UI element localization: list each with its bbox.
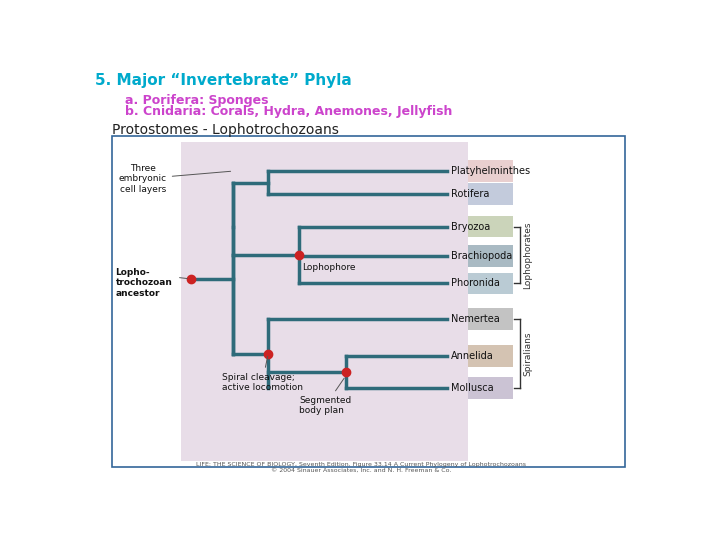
Text: b. Cnidaria: Corals, Hydra, Anemones, Jellyfish: b. Cnidaria: Corals, Hydra, Anemones, Je… [125,105,452,118]
Text: LIFE: THE SCIENCE OF BIOLOGY, Seventh Edition. Figure 33.14 A Current Phylogeny : LIFE: THE SCIENCE OF BIOLOGY, Seventh Ed… [197,462,526,473]
Text: Bryozoa: Bryozoa [451,221,490,232]
Bar [468,345,513,367]
Text: Annelida: Annelida [451,351,494,361]
Bar [468,273,513,294]
Text: Brachiopoda: Brachiopoda [451,251,513,261]
Text: Spiralians: Spiralians [523,332,532,376]
Bar [468,160,513,182]
Text: Lophophore: Lophophore [302,262,356,272]
Text: Lopho-
trochozoan
ancestor: Lopho- trochozoan ancestor [116,268,173,298]
Text: Mollusca: Mollusca [451,383,494,393]
Text: Phoronida: Phoronida [451,279,500,288]
Bar [468,184,513,205]
Text: Lophophorates: Lophophorates [523,221,532,289]
Text: Platyhelminthes: Platyhelminthes [451,166,530,176]
Bar [468,377,513,399]
Text: Protostomes - Lophotrochozoans: Protostomes - Lophotrochozoans [112,123,338,137]
Bar [468,245,513,267]
Text: a. Porifera: Sponges: a. Porifera: Sponges [125,94,269,107]
Text: Spiral cleavage;
active locomotion: Spiral cleavage; active locomotion [222,356,302,392]
Bar [468,308,513,330]
Text: 5. Major “Invertebrate” Phyla: 5. Major “Invertebrate” Phyla [96,72,352,87]
Bar [181,142,468,461]
Bar [112,136,625,467]
Text: Rotifera: Rotifera [451,189,490,199]
Text: Segmented
body plan: Segmented body plan [300,378,351,415]
Text: Three
embryonic
cell layers: Three embryonic cell layers [119,164,230,194]
Bar [468,215,513,237]
Text: Nemertea: Nemertea [451,314,500,324]
